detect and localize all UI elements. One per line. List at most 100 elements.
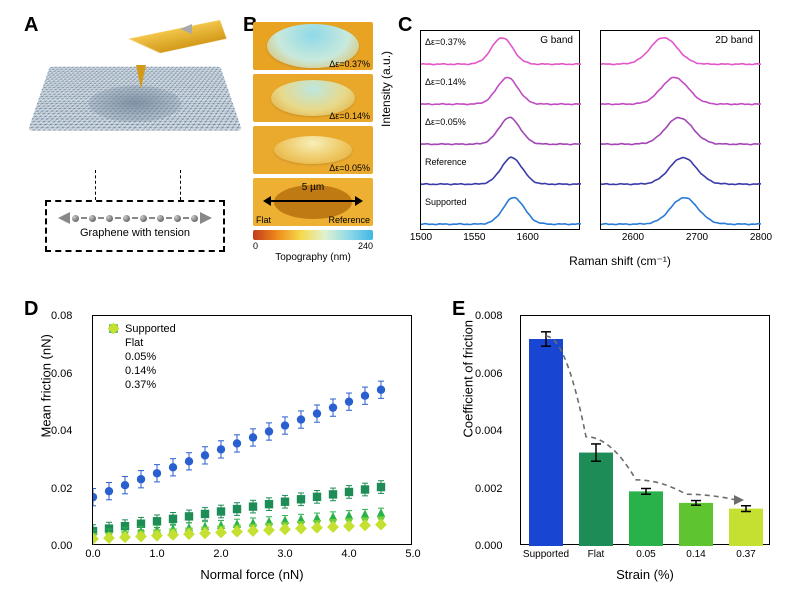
xtick: Flat <box>588 549 605 560</box>
callout-caption: Graphene with tension <box>80 227 190 239</box>
legend-marker-icon <box>108 366 119 377</box>
plot-e-ylabel: Coefficient of friction <box>461 320 476 438</box>
raman-tick: 1550 <box>463 232 485 243</box>
raman-tick: 2600 <box>622 232 644 243</box>
tension-arrow-right-icon <box>200 212 212 224</box>
g-band-title: G band <box>540 35 573 46</box>
bar <box>629 491 663 546</box>
raman-2d-plot: 2D band 260027002800 <box>600 30 760 230</box>
legend-text: 0.05% <box>125 351 156 363</box>
cantilever-arrow-icon <box>180 24 192 34</box>
raman-tick: 2800 <box>750 232 772 243</box>
trace-label: Δε=0.14% <box>425 77 466 87</box>
legend-marker-icon <box>108 352 119 363</box>
bar <box>729 509 763 546</box>
xtick: 0.05 <box>636 549 655 560</box>
panel-a: Graphene with tension <box>40 20 230 270</box>
afm-cantilever <box>130 20 220 90</box>
afm-image: Δε=0.37% <box>253 22 373 70</box>
graphene-bubble <box>86 86 185 122</box>
legend-item: 0.14% <box>108 365 176 377</box>
plot-d-legend: Supported Flat 0.05% 0.14% 0.37% <box>108 323 176 393</box>
raman-trace <box>601 158 761 186</box>
ytick: 0.02 <box>51 483 72 495</box>
ytick: 0.06 <box>51 368 72 380</box>
raman-ylabel: Intensity (a.u.) <box>379 51 393 127</box>
xtick: 2.0 <box>213 548 228 560</box>
scale-bar-icon <box>269 200 357 202</box>
ytick: 0.002 <box>475 483 503 495</box>
plot-e-xlabel: Strain (%) <box>520 567 770 582</box>
bar <box>679 503 713 546</box>
xtick: Supported <box>523 549 569 560</box>
colorbar-labels: 0240 <box>253 241 373 251</box>
ytick: 0.04 <box>51 425 72 437</box>
legend-text: 0.37% <box>125 379 156 391</box>
colorbar <box>253 230 373 240</box>
afm-image: Δε=0.14% <box>253 74 373 122</box>
cof-bar-plot: 0.0000.0020.0040.0060.008SupportedFlat0.… <box>520 315 770 545</box>
trend-arrow-head-icon <box>734 495 744 505</box>
atom-chain <box>58 213 212 223</box>
trace-label: Δε=0.37% <box>425 37 466 47</box>
legend-item: 0.37% <box>108 379 176 391</box>
raman-trace <box>601 198 761 225</box>
colorbar-title: Topography (nm) <box>253 252 373 263</box>
ytick: 0.00 <box>51 540 72 552</box>
panel-d-label: D <box>24 298 38 321</box>
tension-callout: Graphene with tension <box>45 200 225 252</box>
2d-band-title: 2D band <box>715 35 753 46</box>
bar <box>529 339 563 546</box>
legend-marker-icon <box>108 380 119 391</box>
afm-image: 5 µm Flat Reference <box>253 178 373 226</box>
legend-marker-icon <box>108 338 119 349</box>
legend-item: Flat <box>108 337 176 349</box>
xtick: 4.0 <box>341 548 356 560</box>
legend-text: Flat <box>125 337 143 349</box>
xtick: 0.37 <box>736 549 755 560</box>
trend-arrow <box>546 336 736 500</box>
tension-arrow-left-icon <box>58 212 70 224</box>
panel-b: Δε=0.37% Δε=0.14% Δε=0.05% 5 µm Flat Referenc… <box>253 22 373 280</box>
xtick: 0.0 <box>85 548 100 560</box>
legend-item: 0.05% <box>108 351 176 363</box>
raman-g-plot: G band 150015501600Δε=0.37%Δε=0.14%Δε=0.… <box>420 30 580 230</box>
strain-label: Δε=0.37% <box>329 59 370 69</box>
panel-e: 0.000 0.002 0.004 0.006 0.008 Supported Flat 0.… <box>460 305 780 590</box>
raman-2d-svg <box>601 31 761 231</box>
afm-image: Δε=0.05% <box>253 126 373 174</box>
xtick: 3.0 <box>277 548 292 560</box>
ytick: 0.006 <box>475 368 503 380</box>
raman-xlabel: Raman shift (cm⁻¹) <box>520 254 720 268</box>
plot-d-ylabel: Mean friction (nN) <box>39 334 54 437</box>
legend-text: Supported <box>125 323 176 335</box>
plot-d-xlabel: Normal force (nN) <box>92 567 412 582</box>
xtick: 5.0 <box>405 548 420 560</box>
panel-a-label: A <box>24 14 38 37</box>
trace-label: Supported <box>425 197 467 207</box>
ytick: 0.000 <box>475 540 503 552</box>
raman-tick: 1500 <box>410 232 432 243</box>
ytick: 0.08 <box>51 310 72 322</box>
bar <box>579 453 613 546</box>
raman-trace <box>601 77 761 105</box>
raman-tick: 1600 <box>517 232 539 243</box>
plot-e-svg <box>521 316 771 546</box>
afm-schematic <box>40 20 230 180</box>
raman-tick: 2700 <box>686 232 708 243</box>
strain-label: Δε=0.05% <box>329 163 370 173</box>
legend-text: 0.14% <box>125 365 156 377</box>
strain-label: Δε=0.14% <box>329 111 370 121</box>
xtick: 1.0 <box>149 548 164 560</box>
raman-trace <box>601 118 761 145</box>
trace-label: Δε=0.05% <box>425 117 466 127</box>
trace-label: Reference <box>425 157 467 167</box>
xtick: 0.14 <box>686 549 705 560</box>
afm-left-label: Flat <box>256 215 271 225</box>
panel-d: 0.00 0.02 0.04 0.06 0.08 0.0 1.0 2.0 3.0 4.0 5.0 N… <box>40 305 430 590</box>
ytick: 0.004 <box>475 425 503 437</box>
scale-text: 5 µm <box>253 182 373 193</box>
ytick: 0.008 <box>475 310 503 322</box>
afm-right-label: Reference <box>328 215 370 225</box>
panel-c: G band 1500 1550 1600 Δε=0.37% Δε=0.14% Δε=0.… <box>400 20 780 270</box>
